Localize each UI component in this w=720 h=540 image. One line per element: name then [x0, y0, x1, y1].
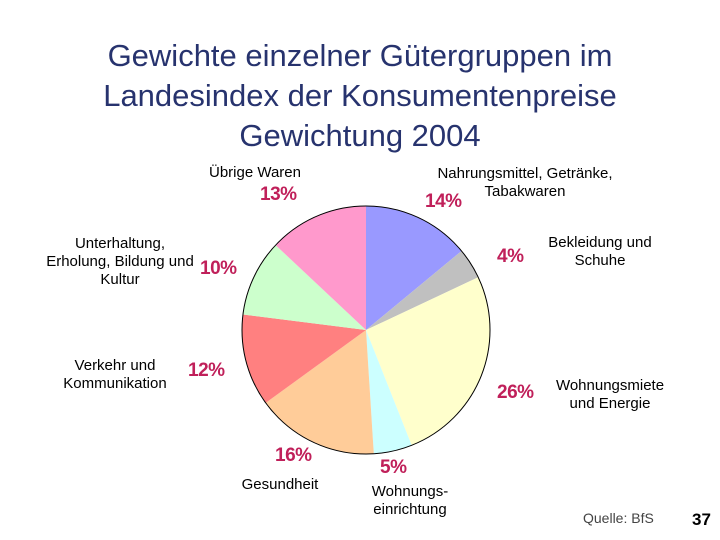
- pie-slice-7: [275, 206, 366, 330]
- slice-label-bekleidung: Bekleidung und Schuhe: [548, 234, 652, 269]
- slice-label-unterhaltung: Unterhaltung, Erholung, Bildung und Kult…: [46, 235, 194, 288]
- pie-slice-5: [242, 314, 366, 403]
- data-label-nahrungsmittel: 14%: [425, 191, 462, 212]
- pie-slice-0: [366, 206, 462, 330]
- data-label-unterhaltung: 10%: [200, 258, 237, 279]
- data-label-gesundheit: 16%: [275, 445, 312, 466]
- pie-slice-3: [366, 330, 412, 454]
- slice-label-verkehr: Verkehr und Kommunikation: [63, 357, 167, 392]
- page-number: 37: [692, 510, 711, 529]
- slice-label-gesundheit: Gesundheit: [241, 476, 319, 493]
- data-label-bekleidung: 4%: [497, 246, 524, 267]
- pie-slice-1: [366, 250, 479, 330]
- data-label-wohnungseinrichtung: 5%: [380, 457, 407, 478]
- slice-label-wohnungseinrichtung: Wohnungs- einrichtung: [371, 483, 449, 518]
- data-label-verkehr: 12%: [188, 360, 225, 381]
- pie-slice-2: [366, 277, 491, 446]
- slice-label-uebrige-waren: Übrige Waren: [209, 164, 301, 181]
- pie-slice-6: [242, 245, 366, 330]
- chart-title: Gewichte einzelner Gütergruppen im Lande…: [103, 38, 617, 153]
- data-label-uebrige-waren: 13%: [260, 184, 297, 205]
- slice-label-nahrungsmittel: Nahrungsmittel, Getränke, Tabakwaren: [437, 165, 613, 200]
- data-label-wohnungsmiete: 26%: [497, 382, 534, 403]
- slice-label-wohnungsmiete: Wohnungsmiete und Energie: [555, 377, 665, 412]
- source-note: Quelle: BfS: [583, 510, 654, 526]
- pie-slice-4: [265, 330, 374, 455]
- pie-outline: [241, 205, 491, 455]
